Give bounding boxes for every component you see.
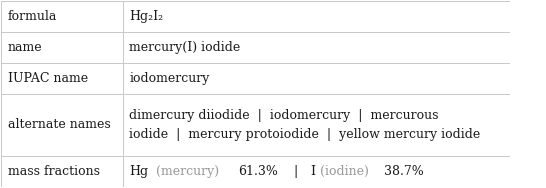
Text: 61.3%: 61.3% bbox=[238, 165, 277, 178]
Text: formula: formula bbox=[8, 10, 57, 23]
Text: (mercury): (mercury) bbox=[152, 165, 223, 178]
Text: I: I bbox=[310, 165, 315, 178]
Text: mass fractions: mass fractions bbox=[8, 165, 100, 178]
Text: (iodine): (iodine) bbox=[316, 165, 373, 178]
Text: Hg₂I₂: Hg₂I₂ bbox=[129, 10, 163, 23]
Text: name: name bbox=[8, 41, 43, 54]
Text: alternate names: alternate names bbox=[8, 118, 111, 131]
Text: iodomercury: iodomercury bbox=[129, 72, 210, 85]
Text: mercury(I) iodide: mercury(I) iodide bbox=[129, 41, 240, 54]
Text: dimercury diiodide  |  iodomercury  |  mercurous: dimercury diiodide | iodomercury | mercu… bbox=[129, 109, 438, 122]
Text: |: | bbox=[286, 165, 306, 178]
Text: 38.7%: 38.7% bbox=[384, 165, 424, 178]
Text: Hg: Hg bbox=[129, 165, 149, 178]
Text: iodide  |  mercury protoiodide  |  yellow mercury iodide: iodide | mercury protoiodide | yellow me… bbox=[129, 128, 480, 141]
Text: IUPAC name: IUPAC name bbox=[8, 72, 88, 85]
